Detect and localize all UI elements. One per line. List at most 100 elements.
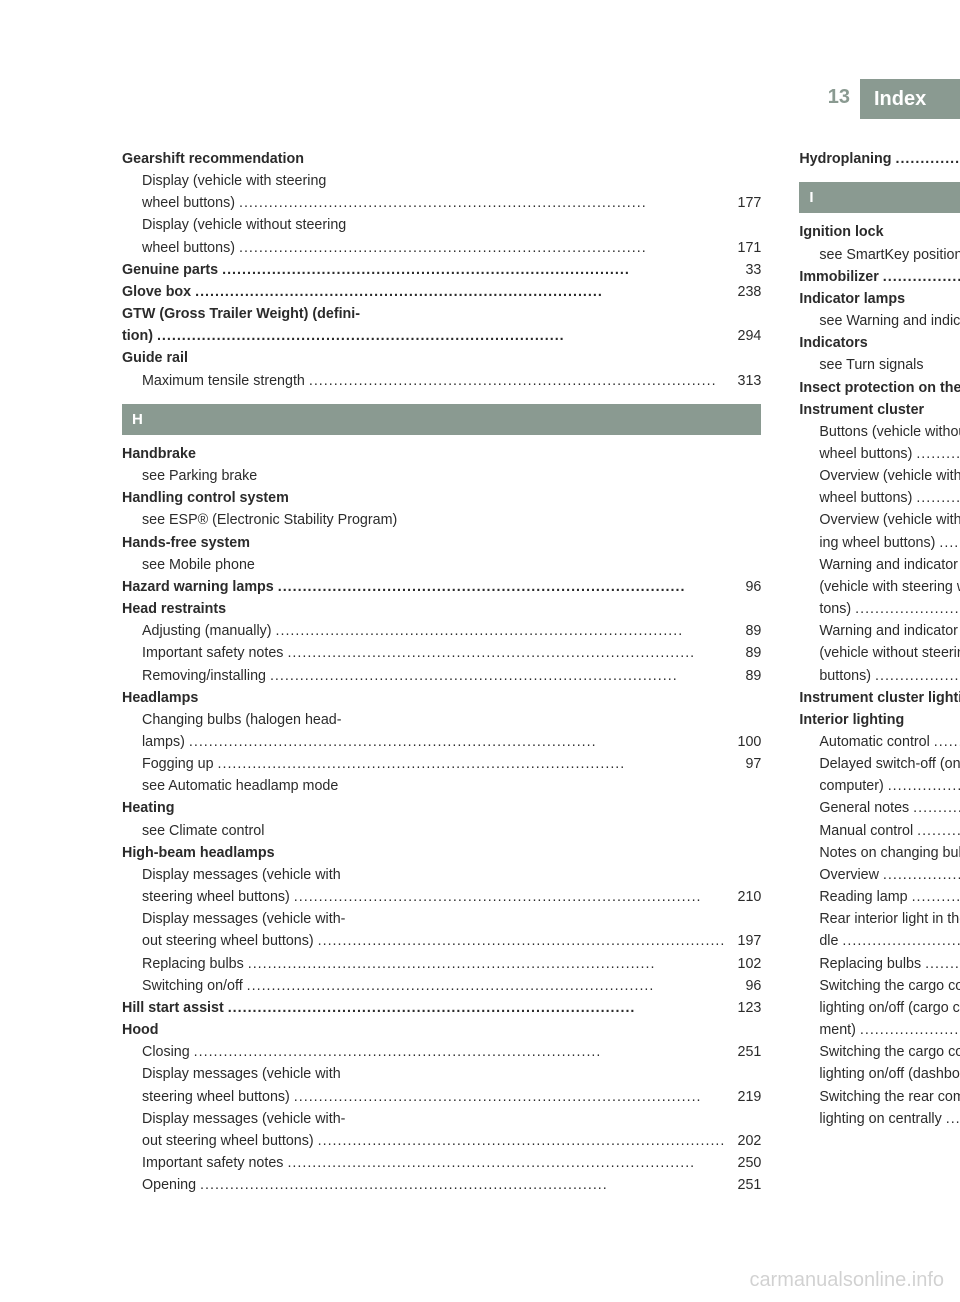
index-entry-label: wheel buttons) <box>142 237 725 259</box>
index-columns: Gearshift recommendationDisplay (vehicle… <box>122 148 860 1196</box>
index-entry: out steering wheel buttons) 197 <box>122 930 761 952</box>
index-entry-label: buttons) <box>819 665 960 687</box>
index-entry-label: Notes on changing bulbs <box>819 842 960 864</box>
index-entry-label: Switching on/off <box>142 975 725 997</box>
index-entry: Overview 97 <box>799 864 960 886</box>
index-column-right: Hydroplaning 139 I Ignition locksee SmartK… <box>799 148 960 1196</box>
index-entry-label: lighting on centrally <box>819 1108 960 1130</box>
index-entry-page: 250 <box>725 1152 761 1174</box>
index-entry: Important safety notes 250 <box>122 1152 761 1174</box>
index-subentry-wrap: Switching the cargo compartment <box>799 975 960 997</box>
index-entry: Hydroplaning 139 <box>799 148 960 170</box>
index-subentry-wrap: lighting on/off (cargo compart- <box>799 997 960 1019</box>
index-entry-label: Reading lamp <box>819 886 960 908</box>
index-see-reference: see SmartKey positions (ignition lock) <box>799 244 960 266</box>
index-entry: Glove box 238 <box>122 281 761 303</box>
index-heading: Heating <box>122 797 761 819</box>
index-entry-page: 102 <box>725 953 761 975</box>
index-entry: ing wheel buttons) 37 <box>799 532 960 554</box>
index-heading: Instrument cluster <box>799 399 960 421</box>
index-entry-page: 100 <box>725 731 761 753</box>
index-entry: lighting on centrally 98 <box>799 1108 960 1130</box>
index-entry-label: steering wheel buttons) <box>142 886 725 908</box>
index-entry: Removing/installing 89 <box>122 665 761 687</box>
index-subentry-wrap: Display messages (vehicle with- <box>122 1108 761 1130</box>
section-header: I <box>799 182 960 213</box>
index-entry-label: Automatic control <box>819 731 960 753</box>
index-heading: Ignition lock <box>799 221 960 243</box>
index-entry-label: Manual control <box>819 820 960 842</box>
index-entry-page: 177 <box>725 192 761 214</box>
index-subentry-wrap: Rear interior light in the grab han- <box>799 908 960 930</box>
index-entry: Genuine parts 33 <box>122 259 761 281</box>
index-heading: Interior lighting <box>799 709 960 731</box>
index-heading: Headlamps <box>122 687 761 709</box>
index-subentry-wrap: (vehicle with steering wheel but- <box>799 576 960 598</box>
index-subentry-wrap: (vehicle without steering wheel <box>799 642 960 664</box>
index-entry: computer) 188 <box>799 775 960 797</box>
index-heading: Handling control system <box>122 487 761 509</box>
index-heading: Guide rail <box>122 347 761 369</box>
index-subentry-wrap: Display messages (vehicle with <box>122 1063 761 1085</box>
index-entry-page: 89 <box>725 665 761 687</box>
index-see-reference: see Warning and indicator lamps <box>799 310 960 332</box>
index-entry-label: Overview <box>819 864 960 886</box>
index-entry: Fogging up 97 <box>122 753 761 775</box>
index-see-reference: see Parking brake <box>122 465 761 487</box>
index-entry-label: lighting on/off (dashboard) <box>819 1063 960 1085</box>
index-entry-page: 313 <box>725 370 761 392</box>
index-heading: Hands-free system <box>122 532 761 554</box>
index-entry-label: Replacing bulbs <box>819 953 960 975</box>
index-entry: Reading lamp 97 <box>799 886 960 908</box>
index-entry-label: Immobilizer <box>799 266 960 288</box>
index-entry-page: 123 <box>725 997 761 1019</box>
index-see-reference: see Turn signals <box>799 354 960 376</box>
index-entry-page: 89 <box>725 642 761 664</box>
watermark-text: carmanualsonline.info <box>749 1269 944 1292</box>
index-subentry-wrap: Switching the cargo compartment <box>799 1041 960 1063</box>
index-entry: Instrument cluster lighting 169 <box>799 687 960 709</box>
index-entry: Insect protection on the radiator 33 <box>799 377 960 399</box>
index-entry-label: Hydroplaning <box>799 148 960 170</box>
index-entry: lighting on/off (dashboard) 98 <box>799 1063 960 1085</box>
index-see-reference: see Mobile phone <box>122 554 761 576</box>
index-entry-label: General notes <box>819 797 960 819</box>
index-entry-page: 238 <box>725 281 761 303</box>
index-entry-page: 97 <box>725 753 761 775</box>
index-entry: tion) 294 <box>122 325 761 347</box>
index-entry-label: ing wheel buttons) <box>819 532 960 554</box>
index-subentry-wrap: Switching the rear compartment <box>799 1086 960 1108</box>
index-subentry-wrap: Display (vehicle without steering <box>122 214 761 236</box>
index-subentry-wrap: Warning and indicator lamps <box>799 554 960 576</box>
index-entry-label: dle <box>819 930 960 952</box>
index-entry: General notes 97 <box>799 797 960 819</box>
index-entry: buttons) 38 <box>799 665 960 687</box>
index-heading: Indicator lamps <box>799 288 960 310</box>
index-entry-page: 251 <box>725 1174 761 1196</box>
index-subentry-wrap: Overview (vehicle without steer- <box>799 509 960 531</box>
index-subentry-wrap: Warning and indicator lamps <box>799 620 960 642</box>
page-number: 13 <box>828 86 850 109</box>
index-entry: Maximum tensile strength 313 <box>122 370 761 392</box>
index-entry-page: 210 <box>725 886 761 908</box>
index-entry: out steering wheel buttons) 202 <box>122 1130 761 1152</box>
index-entry-page: 89 <box>725 620 761 642</box>
index-entry: Replacing bulbs 102 <box>122 953 761 975</box>
index-entry-label: wheel buttons) <box>819 487 960 509</box>
index-subentry-wrap: Changing bulbs (halogen head- <box>122 709 761 731</box>
index-entry: wheel buttons) 39 <box>799 487 960 509</box>
index-see-reference: see Automatic headlamp mode <box>122 775 761 797</box>
index-entry: Hill start assist 123 <box>122 997 761 1019</box>
index-entry-label: out steering wheel buttons) <box>142 1130 725 1152</box>
index-see-reference: see ESP® (Electronic Stability Program) <box>122 509 761 531</box>
index-entry-label: wheel buttons) <box>819 443 960 465</box>
index-entry-label: Glove box <box>122 281 725 303</box>
index-subentry-wrap: Display messages (vehicle with <box>122 864 761 886</box>
index-entry: Switching on/off 96 <box>122 975 761 997</box>
index-heading: Handbrake <box>122 443 761 465</box>
index-entry-page: 96 <box>725 975 761 997</box>
index-entry: tons) 40 <box>799 598 960 620</box>
index-entry-page: 96 <box>725 576 761 598</box>
page-container: 13 Index Gearshift recommendationDisplay… <box>0 0 960 1302</box>
section-header: H <box>122 404 761 435</box>
